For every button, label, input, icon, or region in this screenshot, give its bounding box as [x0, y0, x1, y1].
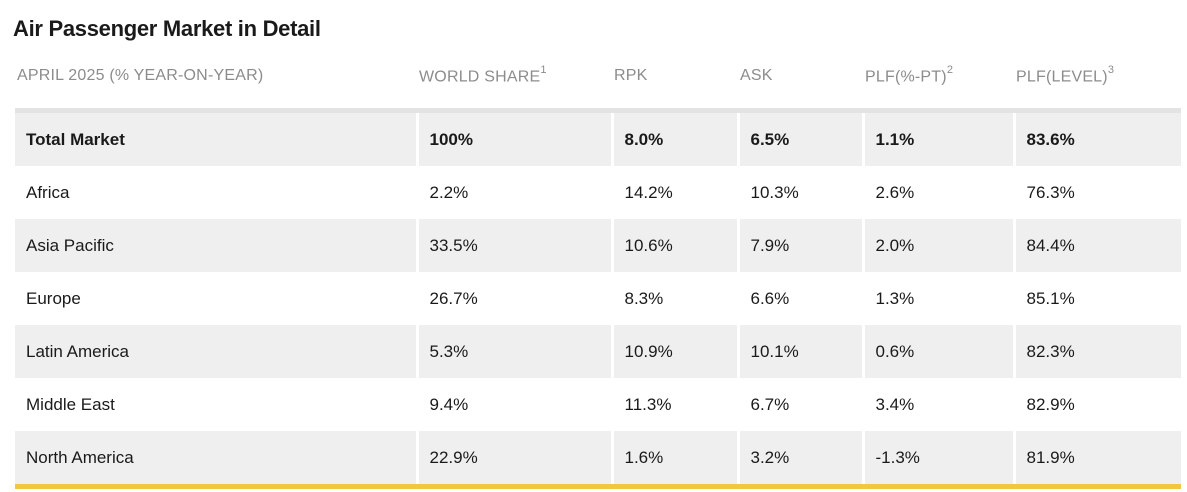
table-body: Total Market 100% 8.0% 6.5% 1.1% 83.6% A… — [15, 110, 1181, 489]
cell-world-share: 33.5% — [417, 219, 614, 272]
cell-region: North America — [15, 431, 419, 489]
header-rpk-label: RPK — [614, 67, 648, 84]
cell-plf-level: 85.1% — [1014, 272, 1181, 325]
cell-plf-level: 84.4% — [1014, 219, 1181, 272]
header-ask: ASK — [738, 52, 863, 113]
cell-world-share: 5.3% — [417, 325, 614, 378]
header-world-share-label: WORLD SHARE — [419, 68, 541, 86]
header-plf-pt: PLF(%-PT)2 — [863, 52, 1014, 113]
cell-ask: 10.1% — [738, 325, 865, 378]
header-row: APRIL 2025 (% YEAR-ON-YEAR) WORLD SHARE1… — [15, 52, 1181, 113]
cell-rpk: 10.6% — [612, 219, 740, 272]
cell-world-share: 2.2% — [417, 166, 614, 219]
table-row-asia-pacific: Asia Pacific 33.5% 10.6% 7.9% 2.0% 84.4% — [15, 219, 1181, 272]
cell-plf-level: 82.3% — [1014, 325, 1181, 378]
cell-world-share: 100% — [417, 110, 614, 166]
cell-region: Africa — [15, 166, 419, 219]
footnote-marker: 2 — [946, 63, 954, 76]
cell-rpk: 10.9% — [612, 325, 740, 378]
header-period-label: APRIL 2025 (% YEAR-ON-YEAR) — [17, 67, 264, 84]
cell-plf-pt: 2.6% — [863, 166, 1016, 219]
cell-rpk: 1.6% — [612, 431, 740, 489]
header-world-share: WORLD SHARE1 — [417, 52, 612, 113]
cell-region: Europe — [15, 272, 419, 325]
footnote-marker: 3 — [1107, 63, 1115, 76]
cell-world-share: 22.9% — [417, 431, 614, 489]
table-row-total-market: Total Market 100% 8.0% 6.5% 1.1% 83.6% — [15, 110, 1181, 166]
cell-rpk: 8.3% — [612, 272, 740, 325]
cell-plf-level: 81.9% — [1014, 431, 1181, 489]
cell-ask: 7.9% — [738, 219, 865, 272]
header-ask-label: ASK — [740, 67, 773, 84]
cell-world-share: 9.4% — [417, 378, 614, 431]
header-plf-level-label: PLF(LEVEL) — [1016, 68, 1108, 86]
cell-ask: 10.3% — [738, 166, 865, 219]
page-title: Air Passenger Market in Detail — [13, 16, 321, 41]
cell-ask: 3.2% — [738, 431, 865, 489]
cell-region: Latin America — [15, 325, 419, 378]
table-row-europe: Europe 26.7% 8.3% 6.6% 1.3% 85.1% — [15, 272, 1181, 325]
cell-plf-pt: 3.4% — [863, 378, 1016, 431]
cell-plf-level: 83.6% — [1014, 110, 1181, 166]
cell-rpk: 8.0% — [612, 110, 740, 166]
cell-plf-pt: 0.6% — [863, 325, 1016, 378]
table-row-north-america: North America 22.9% 1.6% 3.2% -1.3% 81.9… — [15, 431, 1181, 489]
cell-plf-pt: 1.1% — [863, 110, 1016, 166]
passenger-market-table: APRIL 2025 (% YEAR-ON-YEAR) WORLD SHARE1… — [15, 52, 1181, 489]
cell-world-share: 26.7% — [417, 272, 614, 325]
table-row-middle-east: Middle East 9.4% 11.3% 6.7% 3.4% 82.9% — [15, 378, 1181, 431]
cell-plf-level: 76.3% — [1014, 166, 1181, 219]
header-rpk: RPK — [612, 52, 738, 113]
cell-ask: 6.5% — [738, 110, 865, 166]
footnote-marker: 1 — [540, 63, 547, 76]
header-plf-pt-label: PLF(%-PT) — [865, 68, 947, 86]
header-plf-level: PLF(LEVEL)3 — [1014, 52, 1181, 113]
cell-plf-pt: 2.0% — [863, 219, 1016, 272]
cell-region: Middle East — [15, 378, 419, 431]
cell-plf-level: 82.9% — [1014, 378, 1181, 431]
cell-rpk: 11.3% — [612, 378, 740, 431]
header-period: APRIL 2025 (% YEAR-ON-YEAR) — [15, 52, 417, 113]
table-row-latin-america: Latin America 5.3% 10.9% 10.1% 0.6% 82.3… — [15, 325, 1181, 378]
cell-region: Total Market — [15, 110, 419, 166]
cell-ask: 6.6% — [738, 272, 865, 325]
passenger-market-table-container: APRIL 2025 (% YEAR-ON-YEAR) WORLD SHARE1… — [15, 52, 1181, 489]
cell-plf-pt: -1.3% — [863, 431, 1016, 489]
table-header: APRIL 2025 (% YEAR-ON-YEAR) WORLD SHARE1… — [15, 52, 1181, 113]
cell-rpk: 14.2% — [612, 166, 740, 219]
cell-plf-pt: 1.3% — [863, 272, 1016, 325]
cell-ask: 6.7% — [738, 378, 865, 431]
cell-region: Asia Pacific — [15, 219, 419, 272]
table-row-africa: Africa 2.2% 14.2% 10.3% 2.6% 76.3% — [15, 166, 1181, 219]
